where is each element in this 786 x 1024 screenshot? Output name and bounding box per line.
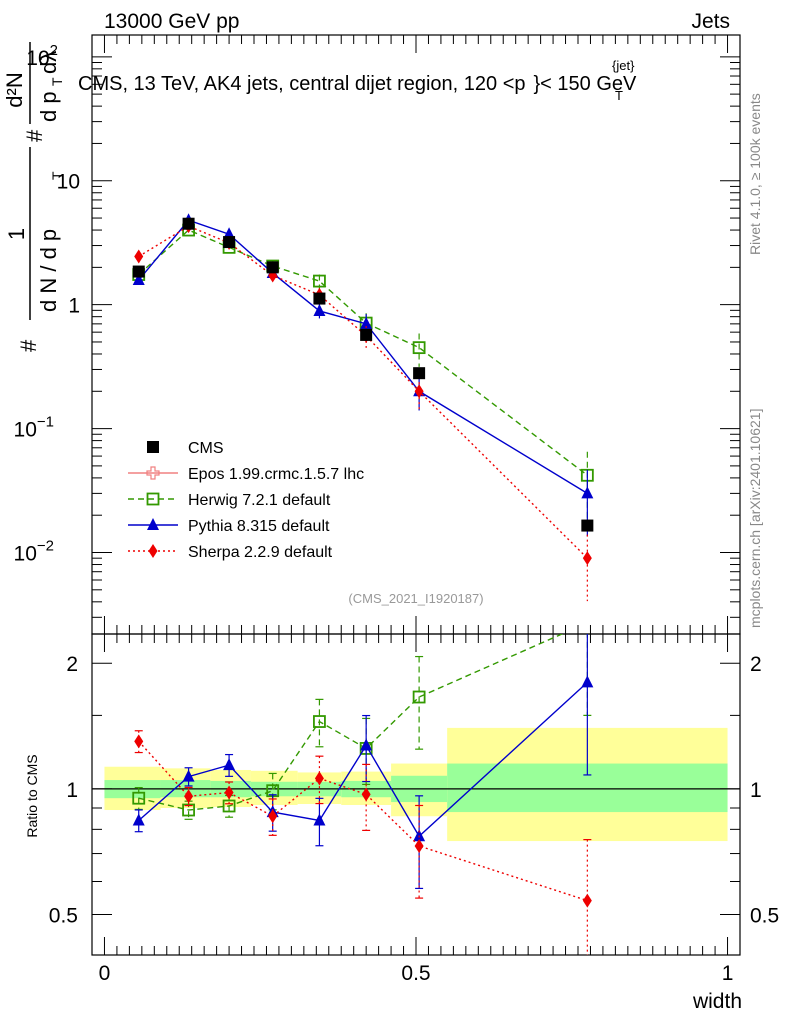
ratio-series-line-1: [138, 681, 588, 838]
header-right: Jets: [691, 10, 730, 33]
main-point: [313, 274, 326, 288]
cms-point: [182, 217, 195, 230]
main-point: [414, 384, 424, 399]
main-point: [581, 486, 594, 499]
rivet-label: Rivet 4.1.0, ≥ 100k events: [747, 93, 763, 255]
main-ytick-label-3: 10−1: [14, 414, 54, 442]
cms-point: [132, 265, 145, 278]
ratio-ytick-label-2: 2: [66, 653, 78, 676]
ratio-point: [360, 738, 373, 751]
legend-marker-0: [147, 441, 159, 453]
ratio-point: [581, 675, 594, 688]
main-ylabel-dn: d N / d p: [36, 229, 61, 312]
cms-point: [581, 519, 594, 532]
cms-point: [313, 292, 326, 305]
ratio-point: [223, 758, 236, 771]
legend: CMS Epos 1.99.crmc.1.5.7 lhc Herwig 7.2.1 …: [128, 440, 364, 561]
ratio-point: [412, 690, 426, 704]
xtick-label-2: 1: [722, 962, 734, 985]
legend-label-2: Herwig 7.2.1 default: [188, 492, 331, 509]
main-ytick-label-4: 10−2: [14, 538, 54, 566]
main-ylabel-dl: dλ: [36, 51, 61, 74]
ratio-point: [313, 715, 326, 728]
xtick-label-0: 0: [99, 962, 111, 985]
ratio-point: [361, 787, 371, 802]
main-ylabel-hash-1: #: [16, 339, 41, 352]
main-ylabel-t2: T: [49, 77, 65, 86]
ratio-point: [268, 809, 278, 824]
ratio-point: [132, 791, 146, 805]
ratio-ytick-label-right-0: 0.5: [750, 905, 779, 928]
ratio-point: [582, 893, 592, 908]
main-title-sub: T: [615, 88, 623, 103]
main-ytick-label-1: 10: [57, 171, 80, 194]
ratio-point: [182, 803, 195, 817]
main-ytick-label-2: 1: [68, 295, 80, 318]
main-series-line-1: [138, 219, 588, 494]
main-point: [313, 303, 326, 316]
main-series-line-2: [138, 225, 588, 559]
xlabel: width: [692, 990, 742, 1013]
ratio-point: [182, 769, 195, 782]
analysis-annotation: (CMS_2021_I1920187): [348, 591, 483, 606]
main-ylabel-one: 1: [4, 228, 29, 240]
ratio-ytick-label-0: 0.5: [49, 905, 78, 928]
main-point: [582, 551, 592, 566]
ratio-point: [224, 785, 234, 800]
ratio-ylabel: Ratio to CMS: [24, 754, 40, 837]
main-title: CMS, 13 TeV, AK4 jets, central dijet reg…: [78, 73, 637, 95]
ratio-point: [314, 771, 324, 786]
ratio-chart: 0 0.5 1 0.5 0.5 1 1 2 2: [49, 617, 779, 985]
cms-point: [223, 236, 236, 249]
ratio-point: [413, 829, 426, 842]
cms-point: [413, 367, 426, 380]
mcplots-label: mcplots.cern.ch [arXiv:2401.10621]: [747, 409, 763, 628]
legend-label-4: Sherpa 2.2.9 default: [188, 544, 333, 561]
ratio-point: [184, 789, 194, 804]
main-point: [134, 249, 144, 264]
ratio-series-group: [132, 617, 594, 955]
cms-point: [266, 261, 279, 274]
xtick-label-1: 0.5: [401, 962, 430, 985]
ratio-point: [132, 813, 145, 826]
legend-marker-2: [146, 492, 160, 506]
header-left: 13000 GeV pp: [104, 10, 239, 33]
ratio-point: [313, 813, 326, 826]
legend-label-1: Epos 1.99.crmc.1.5.7 lhc: [188, 466, 364, 483]
main-title-sup: {jet}: [612, 58, 635, 73]
main-ylabel-t1: T: [49, 171, 65, 180]
main-ylabel-d2n: d²N: [2, 72, 27, 107]
legend-marker-3: [147, 518, 159, 530]
ratio-point: [582, 617, 593, 628]
main-ylabel-dpt: d p: [36, 91, 61, 122]
legend-label-0: CMS: [188, 440, 224, 457]
cms-point: [360, 328, 373, 341]
ratio-ytick-label-right-1: 1: [750, 779, 762, 802]
main-point: [360, 316, 373, 329]
main-ylabel: # 1 d N / d p T # d²N d p T dλ: [2, 42, 65, 352]
ratio-ytick-label-right-2: 2: [750, 653, 762, 676]
legend-label-3: Pythia 8.315 default: [188, 518, 330, 535]
ratio-point: [414, 838, 424, 853]
ratio-point: [222, 799, 236, 813]
legend-marker-4: [148, 544, 158, 558]
main-point: [412, 341, 426, 355]
ratio-point: [134, 734, 144, 749]
ratio-ytick-label-1: 1: [66, 779, 78, 802]
ratio-series-line-2: [138, 740, 588, 902]
main-point: [132, 273, 145, 286]
legend-marker-1: [146, 466, 160, 480]
main-series-line-0: [138, 229, 588, 476]
main-ylabel-hash-2: #: [22, 129, 47, 142]
